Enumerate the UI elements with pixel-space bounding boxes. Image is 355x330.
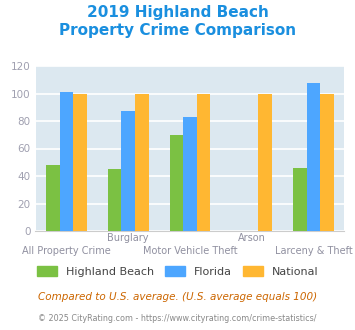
Bar xyxy=(135,93,148,231)
Text: All Property Crime: All Property Crime xyxy=(22,246,111,256)
Bar xyxy=(60,92,73,231)
Bar xyxy=(183,117,197,231)
Bar xyxy=(307,82,320,231)
Bar xyxy=(258,93,272,231)
Bar xyxy=(108,169,121,231)
Bar xyxy=(73,93,87,231)
Bar xyxy=(121,112,135,231)
Text: Motor Vehicle Theft: Motor Vehicle Theft xyxy=(143,246,237,256)
Legend: Highland Beach, Florida, National: Highland Beach, Florida, National xyxy=(32,261,323,281)
Text: Compared to U.S. average. (U.S. average equals 100): Compared to U.S. average. (U.S. average … xyxy=(38,292,317,302)
Text: Arson: Arson xyxy=(238,233,266,243)
Text: Burglary: Burglary xyxy=(108,233,149,243)
Bar xyxy=(293,168,307,231)
Bar xyxy=(170,135,183,231)
Bar xyxy=(46,165,60,231)
Text: Property Crime Comparison: Property Crime Comparison xyxy=(59,23,296,38)
Bar xyxy=(320,93,334,231)
Bar xyxy=(197,93,210,231)
Text: 2019 Highland Beach: 2019 Highland Beach xyxy=(87,5,268,20)
Text: © 2025 CityRating.com - https://www.cityrating.com/crime-statistics/: © 2025 CityRating.com - https://www.city… xyxy=(38,314,317,323)
Text: Larceny & Theft: Larceny & Theft xyxy=(274,246,353,256)
